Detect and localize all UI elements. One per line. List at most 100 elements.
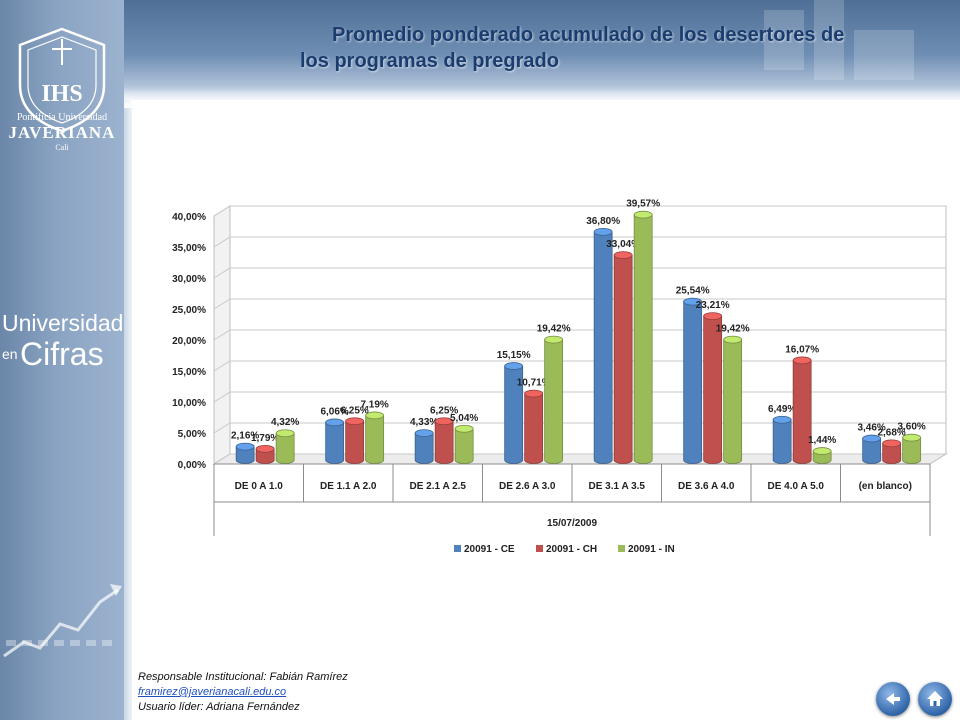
data-label: 3,46% [857, 423, 885, 434]
bar [235, 446, 255, 464]
bar-top [235, 442, 255, 451]
gridline [213, 267, 946, 279]
footer-email-link[interactable]: framirez@javerianacali.edu.co [138, 686, 287, 698]
legend-swatch [454, 545, 461, 552]
data-label: 2,68% [877, 427, 905, 438]
data-label: 19,42% [537, 324, 571, 335]
bar-top [275, 429, 295, 438]
x-tick-label: (en blanco) [859, 481, 912, 492]
y-tick-label: 25,00% [172, 305, 206, 316]
x-tick-label: DE 3.6 A 4.0 [678, 481, 735, 492]
y-tick-label: 0,00% [178, 460, 206, 471]
y-tick-label: 30,00% [172, 274, 206, 285]
data-label: 19,42% [716, 324, 750, 335]
footer-usuario: Usuario líder: Adriana Fernández [138, 701, 300, 713]
data-label: 6,25% [430, 405, 458, 416]
bar-top [593, 227, 613, 236]
bar-top [504, 362, 524, 370]
bar-top [434, 417, 454, 426]
bar [414, 432, 434, 464]
bar [772, 419, 792, 464]
legend-label: 20091 - CH [546, 544, 597, 555]
svg-text:IHS: IHS [41, 81, 82, 107]
data-label: 23,21% [696, 300, 730, 311]
legend-swatch [536, 545, 543, 552]
bar-top [902, 433, 922, 442]
bar [862, 438, 882, 464]
bar [703, 315, 723, 464]
x-axis-label: 15/07/2009 [547, 518, 597, 529]
bar [792, 359, 812, 464]
data-label: 3,60% [897, 422, 925, 433]
university-crest-icon: IHS [18, 27, 106, 133]
back-button[interactable] [876, 682, 910, 716]
bar [723, 339, 743, 464]
bar-top [723, 335, 743, 344]
bar-top [683, 297, 703, 306]
x-tick-label: DE 4.0 A 5.0 [767, 481, 824, 492]
bar-top [703, 312, 723, 320]
gridline [213, 236, 946, 248]
x-tick-label: DE 2.1 A 2.5 [409, 481, 466, 492]
data-label: 6,06% [320, 406, 348, 417]
header-decoration [764, 10, 804, 70]
gridline [213, 205, 946, 217]
legend-swatch [618, 545, 625, 552]
bar [613, 254, 633, 464]
logo-text-big: JAVERIANA [8, 123, 116, 142]
y-tick-label: 35,00% [172, 243, 206, 254]
logo-text-city: Cali [55, 143, 69, 152]
page-title-line-2: los programas de pregrado [300, 50, 559, 72]
data-label: 6,49% [768, 404, 796, 415]
gridline [213, 298, 946, 310]
bar-chart: 0,00% 5,00% 10,00% 15,00% 20,00% 25,00% 30,00%… [172, 199, 948, 555]
legend-label: 20091 - IN [628, 544, 675, 555]
legend-label: 20091 - CE [464, 544, 515, 555]
page-title: Promedio ponderado acumulado de los dese… [300, 22, 900, 74]
bar [524, 393, 544, 464]
bar [593, 231, 613, 464]
brand-en: en [2, 346, 18, 362]
x-tick-label: DE 3.1 A 3.5 [588, 481, 645, 492]
data-label: 25,54% [676, 286, 710, 297]
data-label: 16,07% [785, 344, 819, 355]
bar-top [524, 389, 544, 398]
data-label: 10,71% [517, 378, 551, 389]
header-glow [124, 88, 960, 108]
data-label: 39,57% [626, 199, 660, 210]
bar-top [633, 210, 653, 219]
logo-caption: Pontificia Universidad JAVERIANA Cali [4, 112, 120, 152]
data-label: 4,32% [271, 417, 299, 428]
y-tick-label: 5,00% [178, 429, 206, 440]
header-decoration [814, 0, 844, 80]
data-label: 33,04% [606, 239, 640, 250]
sidebar-edge [124, 0, 132, 720]
data-label: 4,33% [410, 417, 438, 428]
x-tick-label: DE 2.6 A 3.0 [499, 481, 556, 492]
bar [345, 420, 365, 464]
bar [544, 339, 564, 464]
bar [365, 415, 385, 464]
bar [434, 420, 454, 464]
data-label: 5,04% [450, 413, 478, 424]
data-label: 7,19% [360, 399, 388, 410]
bar [275, 432, 295, 464]
y-tick-label: 10,00% [172, 398, 206, 409]
page-title-line-1: Promedio ponderado acumulado de los dese… [332, 24, 845, 46]
home-button[interactable] [918, 682, 952, 716]
y-tick-label: 15,00% [172, 367, 206, 378]
data-label: 36,80% [586, 216, 620, 227]
data-label: 6,25% [340, 405, 368, 416]
bar [882, 442, 902, 464]
y-tick-label: 20,00% [172, 336, 206, 347]
trend-graphic-icon [3, 584, 122, 658]
bar [633, 214, 653, 464]
bar [683, 301, 703, 464]
footer-responsable: Responsable Institucional: Fabián Ramíre… [138, 671, 348, 683]
back-arrow-icon [886, 693, 900, 705]
bar-top [792, 356, 812, 365]
bar-top [772, 415, 792, 424]
home-icon [927, 691, 943, 706]
sidebar: IHS Pontificia Universidad JAVERIANA Cal… [0, 0, 124, 720]
